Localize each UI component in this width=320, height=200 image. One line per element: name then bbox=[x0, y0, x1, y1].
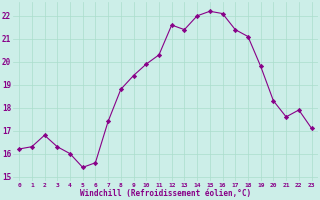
X-axis label: Windchill (Refroidissement éolien,°C): Windchill (Refroidissement éolien,°C) bbox=[80, 189, 251, 198]
